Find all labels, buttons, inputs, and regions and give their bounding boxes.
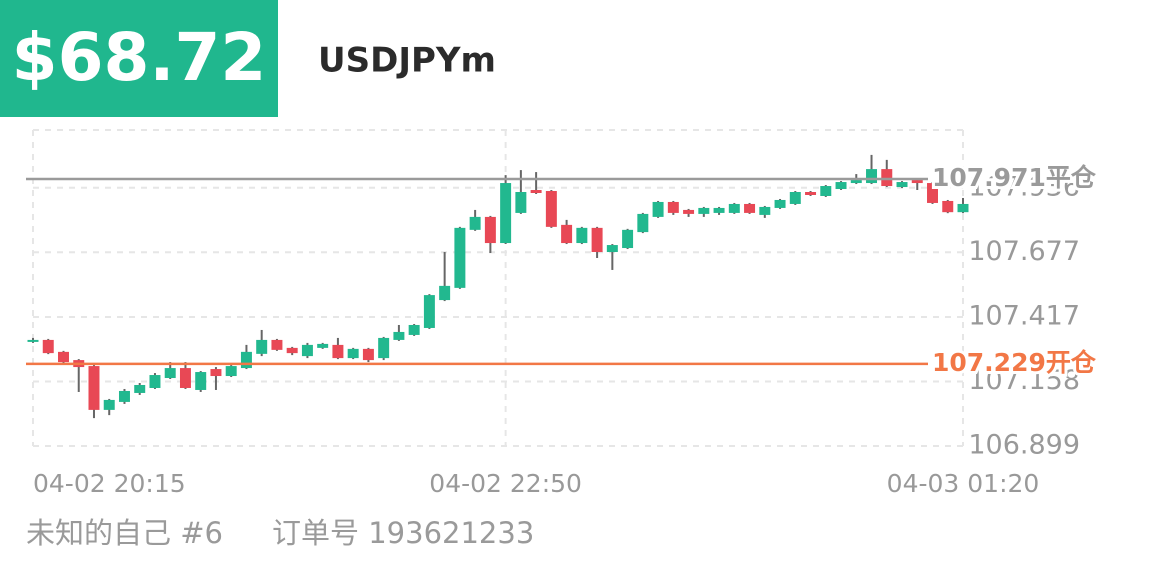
candle-body (469, 216, 481, 230)
price-badge (0, 0, 278, 117)
candle-body (301, 344, 313, 357)
y-tick-label: 107.677 (968, 236, 1080, 267)
candle-body (637, 213, 649, 233)
order-number: 订单号 193621233 (272, 516, 534, 550)
candle-body (942, 200, 954, 213)
candle-body (439, 285, 451, 301)
candle-body (484, 216, 496, 244)
candle-body (850, 180, 862, 184)
candle-body (744, 203, 756, 213)
candle-body (835, 182, 847, 190)
candle-body (332, 344, 344, 359)
candle-body (393, 331, 405, 340)
candle-body (652, 201, 664, 217)
candle-body (789, 192, 801, 204)
x-tick-label: 04-02 20:15 (33, 469, 186, 498)
candle-body (164, 368, 176, 379)
candle-body (576, 227, 588, 244)
symbol: USDJPYm (318, 41, 496, 81)
candle-body (591, 227, 603, 253)
candle-body (256, 339, 268, 354)
y-tick-label: 107.936 (968, 171, 1080, 202)
candle-body (362, 348, 374, 361)
x-tick-label: 04-02 22:50 (429, 469, 582, 498)
candle-body (805, 192, 817, 195)
candle-body (759, 206, 771, 215)
candle-body (88, 366, 100, 410)
candle-body (820, 186, 832, 196)
candle-body (500, 183, 512, 244)
candle-body (881, 169, 893, 187)
candle-body (149, 375, 161, 388)
candle-body (728, 203, 740, 213)
candle-body (698, 207, 710, 214)
candle-body (667, 201, 679, 213)
x-tick-label: 04-03 01:20 (887, 469, 1040, 498)
candle-body (957, 203, 969, 213)
candle-body (195, 372, 207, 390)
candle-body (622, 229, 634, 249)
y-tick-label: 107.158 (968, 365, 1080, 396)
candle-body (347, 348, 359, 359)
candle-body (179, 368, 191, 388)
candle-body (713, 207, 725, 213)
y-tick-label: 106.899 (968, 430, 1080, 461)
candle-body (210, 369, 222, 377)
candle-body (240, 351, 252, 369)
candle-body (896, 182, 908, 188)
candle-body (561, 224, 573, 244)
candle-body (27, 339, 39, 342)
candle-body (911, 180, 923, 184)
user-name: 未知的自己 #6 (26, 516, 223, 550)
y-tick-label: 107.417 (968, 301, 1080, 332)
candle-body (927, 183, 938, 203)
candle-body (134, 384, 146, 393)
candle-body (408, 324, 420, 335)
candle-body (103, 399, 115, 410)
reference-label: 107.229开仓 (932, 348, 1097, 377)
reference-label: 107.971平仓 (932, 163, 1097, 192)
candle-body (118, 390, 130, 402)
candle-body (515, 192, 527, 213)
candle-body (58, 351, 69, 363)
candle-body (606, 245, 618, 253)
candle-body (774, 199, 786, 208)
candle-body (286, 347, 298, 354)
candle-body (866, 169, 878, 184)
candle-body (545, 191, 557, 227)
candle-body (454, 227, 466, 288)
candle-body (683, 209, 695, 214)
candle-body (530, 190, 542, 194)
candle-body (378, 337, 390, 359)
candle-body (271, 339, 283, 350)
candle-body (423, 295, 435, 328)
candle-body (225, 366, 237, 377)
candle-body (317, 343, 329, 348)
candle-body (42, 339, 54, 354)
price: $68.72 (12, 19, 267, 96)
